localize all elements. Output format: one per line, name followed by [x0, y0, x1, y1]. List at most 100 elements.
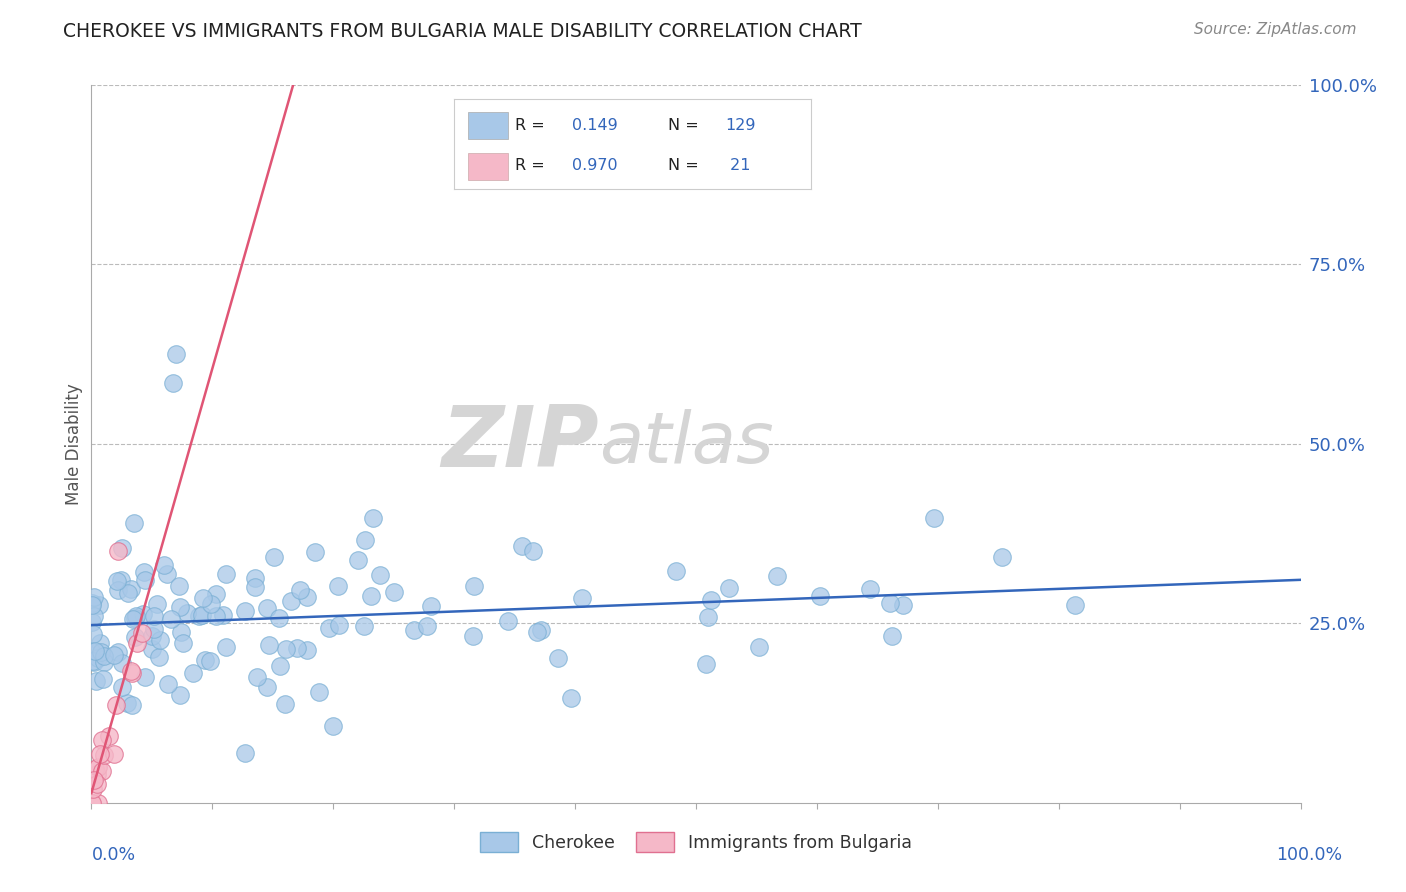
Point	[160, 612, 183, 626]
Point	[353, 619, 375, 633]
Point	[190, 607, 212, 622]
Point	[269, 659, 291, 673]
Point	[205, 609, 228, 624]
Point	[295, 590, 318, 604]
Point	[384, 585, 406, 599]
Point	[700, 592, 723, 607]
Point	[131, 607, 153, 622]
Point	[124, 610, 146, 624]
Point	[82, 598, 104, 612]
Point	[156, 567, 179, 582]
Point	[80, 796, 103, 810]
Point	[90, 644, 112, 658]
Point	[83, 772, 105, 787]
Point	[322, 719, 344, 733]
Point	[194, 652, 217, 666]
Point	[463, 579, 485, 593]
Point	[165, 347, 187, 361]
Point	[122, 516, 145, 530]
Point	[84, 643, 107, 657]
Point	[361, 511, 384, 525]
Point	[560, 690, 582, 705]
Point	[510, 539, 533, 553]
Point	[235, 746, 257, 760]
Point	[104, 698, 127, 712]
Point	[131, 626, 153, 640]
Point	[143, 622, 166, 636]
Point	[134, 670, 156, 684]
Point	[526, 625, 548, 640]
Point	[665, 564, 688, 578]
Point	[256, 601, 278, 615]
Point	[808, 589, 831, 603]
Point	[87, 598, 110, 612]
Point	[83, 655, 105, 669]
Point	[353, 533, 375, 547]
Text: 100.0%: 100.0%	[1277, 846, 1343, 863]
Point	[748, 640, 770, 654]
Point	[107, 544, 129, 558]
Point	[695, 657, 717, 671]
Point	[496, 614, 519, 628]
Point	[141, 629, 163, 643]
Point	[91, 733, 114, 747]
Point	[86, 776, 108, 790]
Point	[93, 656, 115, 670]
Point	[107, 582, 129, 597]
Point	[84, 762, 107, 776]
Point	[148, 649, 170, 664]
Point	[215, 640, 238, 654]
Point	[120, 582, 142, 597]
Point	[766, 569, 789, 583]
Point	[280, 594, 302, 608]
Point	[547, 650, 569, 665]
Point	[84, 673, 107, 688]
Point	[328, 617, 350, 632]
Point	[111, 656, 134, 670]
Point	[124, 630, 146, 644]
Point	[132, 565, 155, 579]
Point	[121, 611, 143, 625]
Point	[326, 579, 349, 593]
Point	[246, 670, 269, 684]
Point	[89, 747, 111, 761]
Point	[143, 608, 166, 623]
Point	[111, 680, 134, 694]
Point	[121, 698, 143, 712]
Point	[571, 591, 593, 605]
Point	[304, 545, 326, 559]
Point	[420, 599, 443, 613]
Point	[285, 641, 308, 656]
Point	[146, 597, 169, 611]
Y-axis label: Male Disability: Male Disability	[65, 383, 83, 505]
Point	[276, 642, 298, 657]
Point	[200, 654, 222, 668]
Point	[288, 582, 311, 597]
Point	[83, 590, 105, 604]
Point	[103, 648, 125, 662]
Point	[297, 642, 319, 657]
Point	[149, 632, 172, 647]
Point	[169, 579, 191, 593]
Point	[87, 759, 110, 773]
Point	[93, 648, 115, 663]
Point	[86, 796, 108, 810]
Point	[267, 611, 290, 625]
Point	[882, 629, 904, 643]
Point	[93, 747, 115, 762]
Point	[169, 688, 191, 702]
Point	[308, 685, 330, 699]
Point	[134, 573, 156, 587]
Point	[169, 600, 191, 615]
Point	[696, 610, 718, 624]
Point	[879, 596, 901, 610]
Point	[86, 650, 108, 665]
Point	[105, 574, 128, 588]
Point	[191, 591, 214, 605]
Point	[360, 589, 382, 603]
Text: CHEROKEE VS IMMIGRANTS FROM BULGARIA MALE DISABILITY CORRELATION CHART: CHEROKEE VS IMMIGRANTS FROM BULGARIA MAL…	[63, 22, 862, 41]
Point	[212, 607, 235, 622]
Point	[82, 627, 104, 641]
Point	[263, 550, 285, 565]
Point	[990, 549, 1012, 564]
